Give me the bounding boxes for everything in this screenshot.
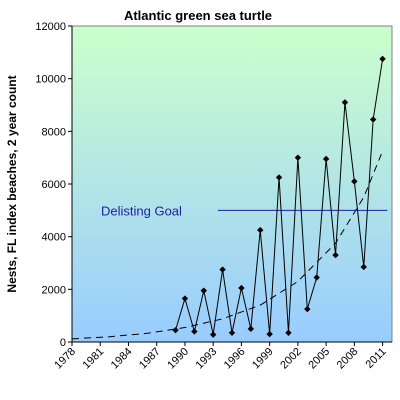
goal-layer: Delisting Goal <box>101 203 388 218</box>
y-tick-label: 0 <box>60 337 66 349</box>
x-tick-label: 1987 <box>137 346 163 372</box>
x-tick-label: 2008 <box>335 346 361 372</box>
x-tick-label: 1999 <box>250 346 276 372</box>
data-point <box>257 226 264 234</box>
data-point <box>332 251 339 259</box>
data-point <box>172 326 179 334</box>
data-point <box>294 154 302 161</box>
y-tick-label: 12000 <box>35 21 66 33</box>
x-tick-label: 1996 <box>222 346 248 372</box>
data-point <box>209 331 217 338</box>
data-point <box>247 325 255 333</box>
x-tick-label: 2011 <box>363 346 388 371</box>
data-point <box>360 263 367 271</box>
data-point <box>191 328 198 335</box>
data-point <box>379 55 386 63</box>
trend-layer <box>71 150 384 340</box>
data-point <box>304 305 311 313</box>
series-layer <box>172 55 386 338</box>
y-tick-label: 4000 <box>42 232 66 244</box>
data-point <box>285 329 292 336</box>
data-point <box>369 116 377 123</box>
data-point <box>351 178 358 185</box>
data-point <box>238 284 245 292</box>
y-axis: 0 2000 4000 6000 8000 10000 12000 <box>35 21 73 349</box>
y-tick-label: 8000 <box>42 126 66 138</box>
data-point <box>275 174 283 181</box>
x-tick-label: 1993 <box>193 346 219 372</box>
data-point <box>200 287 207 294</box>
data-point <box>266 330 273 338</box>
x-tick-label: 2002 <box>278 346 304 372</box>
data-point <box>219 266 226 273</box>
x-axis: 1978 1981 1984 1987 1990 1993 1996 1999 2002 2005… <box>52 341 392 372</box>
data-point <box>322 155 330 163</box>
data-point <box>341 99 349 106</box>
data-point <box>228 329 236 336</box>
delisting-goal-label: Delisting Goal <box>101 203 182 218</box>
x-tick-label: 1990 <box>165 346 191 372</box>
x-tick-label: 1978 <box>52 346 78 372</box>
y-axis-label: Nests, FL index beaches, 2 year count <box>5 75 19 292</box>
plot-area <box>71 25 393 343</box>
x-tick-label: 1981 <box>81 346 107 372</box>
y-tick-label: 2000 <box>42 284 66 296</box>
chart-title: Atlantic green sea turtle <box>124 8 272 23</box>
data-point <box>313 274 320 281</box>
trend-line <box>71 150 384 340</box>
x-tick-label: 2005 <box>306 346 332 372</box>
y-tick-label: 6000 <box>42 179 66 191</box>
x-tick-label: 1984 <box>109 346 135 372</box>
y-tick-label: 10000 <box>35 74 66 86</box>
data-point <box>181 295 189 302</box>
